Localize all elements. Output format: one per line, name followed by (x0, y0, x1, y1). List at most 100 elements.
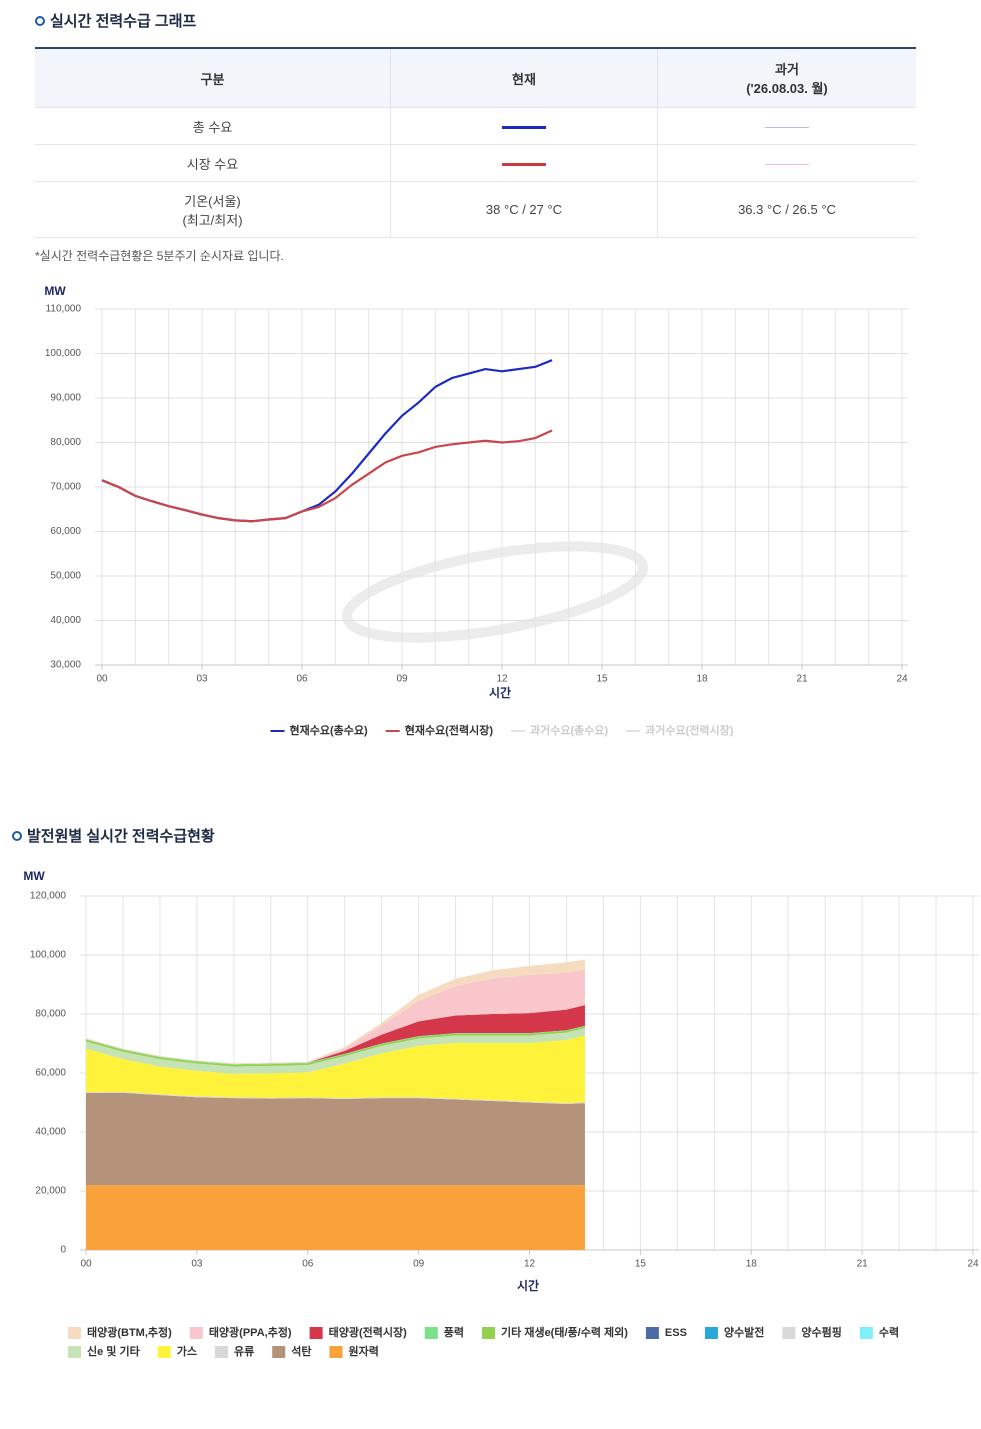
row-label: 기온(서울) (최고/최저) (35, 181, 391, 238)
cell: 38 °C / 27 °C (390, 181, 658, 238)
legend-label: 태양광(PPA,추정) (209, 1325, 292, 1339)
legend-swatch (782, 1327, 796, 1339)
area (86, 1091, 585, 1104)
y-tick-label: 90,000 (50, 393, 81, 404)
legend-item: 풍력 (424, 1326, 464, 1339)
note: *실시간 전력수급현황은 5분주기 순시자료 입니다. (35, 249, 284, 263)
y-tick-label: 70,000 (50, 482, 81, 493)
x-tick-label: 12 (496, 674, 508, 685)
x-tick-label: 18 (696, 674, 708, 685)
cell (657, 107, 916, 145)
table-row: 총 수요 (35, 107, 916, 145)
y-tick-label: 80,000 (35, 1009, 66, 1020)
demand-chart: MW 시간 30,000 40,000 50,000 60,000 70,000 80,000… (44, 284, 908, 737)
header-cell: 현재 (390, 48, 658, 108)
y-tick-label: 0 (60, 1245, 66, 1256)
x-tick-label: 24 (967, 1259, 979, 1270)
legend-label: 태양광(전력시장) (329, 1325, 408, 1339)
row-label-line: 시장 수요 (186, 156, 239, 172)
section-title: 발전원별 실시간 전력수급현황 (12, 825, 215, 846)
legend-item: 양수펌핑 (782, 1325, 842, 1339)
area (86, 969, 585, 1065)
y-tick-label: 80,000 (50, 437, 81, 448)
legend-swatch (272, 1346, 286, 1358)
legend-swatch (859, 1327, 873, 1339)
x-tick-label: 00 (96, 674, 108, 685)
legend-item: 과거수요(전력시장) (626, 723, 734, 737)
y-tick-label: 60,000 (50, 526, 81, 537)
header-line: ('26.08.03. 월) (746, 81, 828, 96)
legend-swatch (482, 1327, 496, 1339)
legend-swatch (189, 1327, 203, 1339)
line-swatch (765, 163, 809, 165)
legend-swatch (424, 1327, 438, 1339)
legend-item: 기타 재생e(태/풍/수력 제외) (482, 1325, 628, 1339)
area (86, 959, 585, 1065)
y-tick-label: 100,000 (30, 950, 67, 961)
legend-label: 가스 (177, 1344, 197, 1358)
watermark (342, 541, 648, 643)
area (86, 1035, 585, 1104)
cell (657, 144, 916, 182)
x-tick-label: 12 (524, 1259, 536, 1270)
cell (390, 144, 658, 182)
legend-item: ESS (645, 1327, 687, 1339)
header-cell: 과거 ('26.08.03. 월) (657, 48, 916, 108)
legend-label: 수력 (879, 1326, 899, 1339)
table-row: 시장 수요 (35, 144, 916, 182)
x-tick-label: 24 (896, 674, 908, 685)
x-axis-title: 시간 (517, 1278, 539, 1293)
x-tick-label: 09 (396, 674, 408, 685)
x-tick-label: 18 (746, 1259, 758, 1270)
cell: 36.3 °C / 26.5 °C (657, 181, 916, 238)
legend-label: 석탄 (291, 1344, 311, 1358)
y-tick-label: 40,000 (35, 1127, 66, 1138)
legend-item: 태양광(전력시장) (309, 1325, 408, 1339)
x-tick-label: 00 (80, 1259, 92, 1270)
y-tick-label: 100,000 (45, 348, 82, 359)
cell (390, 107, 658, 145)
legend-item: 유류 (214, 1345, 254, 1358)
line (101, 429, 553, 523)
y-axis-title: MW (44, 284, 66, 298)
legend-label: 원자력 (348, 1344, 378, 1358)
x-tick-label: 09 (413, 1259, 425, 1270)
header-line: 과거 (775, 62, 799, 77)
legend-swatch (309, 1327, 323, 1339)
legend-label: 기타 재생e(태/풍/수력 제외) (501, 1325, 628, 1339)
x-tick-label: 06 (302, 1259, 314, 1270)
y-tick-label: 20,000 (35, 1186, 66, 1197)
y-tick-label: 30,000 (50, 660, 81, 671)
x-tick-label: 06 (296, 674, 308, 685)
row-label-line: (최고/최저) (182, 212, 243, 228)
legend-label: 신e 및 기타 (87, 1344, 141, 1358)
section-title: 실시간 전력수급 그래프 (35, 10, 196, 31)
legend-label: 유류 (234, 1345, 254, 1358)
y-tick-label: 120,000 (30, 891, 67, 902)
row-label-line: 총 수요 (192, 119, 233, 135)
legend-item: 수력 (859, 1326, 899, 1339)
legend-label: ESS (665, 1327, 687, 1339)
x-tick-label: 21 (857, 1259, 869, 1270)
legend-label: 태양광(BTM,추정) (87, 1325, 172, 1339)
legend-label: 과거수요(전력시장) (645, 723, 734, 737)
x-tick-label: 15 (635, 1259, 647, 1270)
header-cell: 구분 (35, 48, 391, 108)
x-tick-label: 03 (196, 674, 208, 685)
legend-item: 양수발전 (704, 1325, 764, 1339)
legend-item: 원자력 (329, 1344, 379, 1358)
row-label: 시장 수요 (35, 144, 391, 182)
table-row: 기온(서울) (최고/최저) 38 °C / 27 °C 36.3 °C / 26.5… (35, 181, 916, 238)
line-swatch (502, 125, 546, 129)
legend-swatch (68, 1327, 81, 1339)
row-label-line: 기온(서울) (184, 193, 241, 209)
legend-item: 가스 (157, 1344, 197, 1358)
area (86, 1028, 585, 1074)
legend-item: 태양광(PPA,추정) (189, 1325, 292, 1339)
legend-swatch (68, 1346, 81, 1358)
y-tick-label: 60,000 (35, 1068, 66, 1079)
legend-item: 현재수요(전력시장) (385, 723, 493, 737)
source-chart: MW 시간 0 20,000 40,000 60,000 80,000 100,000 120,… (23, 869, 979, 1358)
